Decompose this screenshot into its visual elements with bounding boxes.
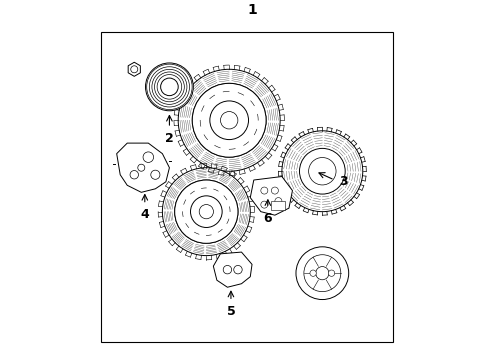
Text: 3: 3	[339, 175, 348, 188]
Bar	[271, 201, 286, 210]
Circle shape	[282, 131, 363, 212]
Circle shape	[223, 265, 232, 274]
Text: 5: 5	[226, 305, 235, 318]
Circle shape	[161, 78, 178, 96]
Circle shape	[192, 84, 266, 157]
Circle shape	[234, 265, 242, 274]
Circle shape	[210, 101, 248, 140]
Circle shape	[175, 180, 238, 243]
Bar	[101, 32, 392, 342]
Circle shape	[138, 164, 145, 171]
Circle shape	[192, 84, 266, 157]
Polygon shape	[250, 176, 293, 215]
Circle shape	[151, 170, 160, 179]
Polygon shape	[213, 252, 252, 287]
Text: 4: 4	[141, 208, 149, 221]
Circle shape	[220, 112, 238, 129]
Circle shape	[309, 158, 336, 185]
Circle shape	[328, 270, 335, 276]
Polygon shape	[117, 143, 170, 192]
Circle shape	[316, 267, 329, 280]
Circle shape	[178, 69, 280, 171]
Circle shape	[296, 247, 349, 300]
Circle shape	[162, 168, 250, 256]
Circle shape	[199, 204, 214, 219]
Circle shape	[275, 198, 282, 204]
Circle shape	[175, 180, 238, 243]
Text: 6: 6	[264, 212, 272, 225]
Circle shape	[131, 66, 138, 73]
Circle shape	[130, 171, 139, 179]
Text: 1: 1	[247, 3, 257, 17]
Circle shape	[310, 270, 316, 276]
Circle shape	[261, 201, 268, 208]
Polygon shape	[128, 62, 140, 76]
Circle shape	[304, 255, 341, 292]
Text: 2: 2	[165, 131, 174, 144]
Circle shape	[271, 187, 278, 194]
Circle shape	[143, 152, 153, 162]
Circle shape	[146, 63, 194, 111]
Circle shape	[191, 196, 222, 228]
Circle shape	[261, 187, 268, 194]
Circle shape	[299, 148, 345, 194]
